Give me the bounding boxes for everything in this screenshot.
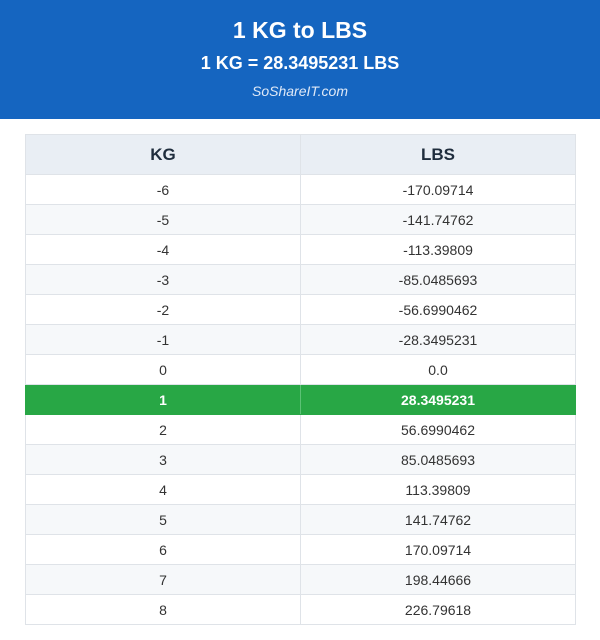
lbs-cell: 0.0 bbox=[300, 354, 576, 385]
lbs-cell: 141.74762 bbox=[300, 504, 576, 535]
table-row: 4 113.39809 bbox=[25, 474, 576, 505]
table-row: 2 56.6990462 bbox=[25, 414, 576, 445]
kg-cell: -4 bbox=[25, 234, 301, 265]
page-header: 1 KG to LBS 1 KG = 28.3495231 LBS SoShar… bbox=[0, 0, 600, 119]
kg-cell: -6 bbox=[25, 174, 301, 205]
lbs-cell: -56.6990462 bbox=[300, 294, 576, 325]
lbs-cell: -170.09714 bbox=[300, 174, 576, 205]
column-header-kg: KG bbox=[25, 134, 301, 175]
conversion-table-container: KG LBS -6 -170.09714 -5 -141.74762 -4 -113.39… bbox=[25, 134, 576, 625]
lbs-cell: 56.6990462 bbox=[300, 414, 576, 445]
table-row: -4 -113.39809 bbox=[25, 234, 576, 265]
conversion-table: KG LBS -6 -170.09714 -5 -141.74762 -4 -113.39… bbox=[25, 134, 576, 625]
kg-cell: -3 bbox=[25, 264, 301, 295]
table-row: -3 -85.0485693 bbox=[25, 264, 576, 295]
lbs-cell: -113.39809 bbox=[300, 234, 576, 265]
table-row-highlighted: 1 28.3495231 bbox=[25, 384, 576, 415]
table-header-row: KG LBS bbox=[25, 134, 576, 175]
table-row: -1 -28.3495231 bbox=[25, 324, 576, 355]
lbs-cell: 170.09714 bbox=[300, 534, 576, 565]
table-row: 0 0.0 bbox=[25, 354, 576, 385]
lbs-cell: 28.3495231 bbox=[300, 384, 576, 415]
lbs-cell: 85.0485693 bbox=[300, 444, 576, 475]
table-body: -6 -170.09714 -5 -141.74762 -4 -113.39809 -3 -8… bbox=[25, 174, 576, 625]
table-row: 6 170.09714 bbox=[25, 534, 576, 565]
kg-cell: 7 bbox=[25, 564, 301, 595]
lbs-cell: 198.44666 bbox=[300, 564, 576, 595]
table-row: 5 141.74762 bbox=[25, 504, 576, 535]
kg-cell: 4 bbox=[25, 474, 301, 505]
table-row: -2 -56.6990462 bbox=[25, 294, 576, 325]
kg-cell: -1 bbox=[25, 324, 301, 355]
page-title: 1 KG to LBS bbox=[232, 17, 368, 43]
column-header-lbs: LBS bbox=[300, 134, 576, 175]
lbs-cell: 113.39809 bbox=[300, 474, 576, 505]
lbs-cell: 226.79618 bbox=[300, 594, 576, 625]
lbs-cell: -141.74762 bbox=[300, 204, 576, 235]
table-row: 3 85.0485693 bbox=[25, 444, 576, 475]
kg-cell: 1 bbox=[25, 384, 301, 415]
table-row: 7 198.44666 bbox=[25, 564, 576, 595]
table-row: 8 226.79618 bbox=[25, 594, 576, 625]
kg-cell: 2 bbox=[25, 414, 301, 445]
kg-cell: 6 bbox=[25, 534, 301, 565]
table-row: -6 -170.09714 bbox=[25, 174, 576, 205]
kg-cell: -5 bbox=[25, 204, 301, 235]
lbs-cell: -28.3495231 bbox=[300, 324, 576, 355]
kg-cell: 3 bbox=[25, 444, 301, 475]
kg-cell: 0 bbox=[25, 354, 301, 385]
table-row: -5 -141.74762 bbox=[25, 204, 576, 235]
lbs-cell: -85.0485693 bbox=[300, 264, 576, 295]
site-name: SoShareIT.com bbox=[252, 83, 348, 99]
kg-cell: 5 bbox=[25, 504, 301, 535]
kg-cell: -2 bbox=[25, 294, 301, 325]
conversion-subtitle: 1 KG = 28.3495231 LBS bbox=[200, 53, 400, 73]
kg-cell: 8 bbox=[25, 594, 301, 625]
